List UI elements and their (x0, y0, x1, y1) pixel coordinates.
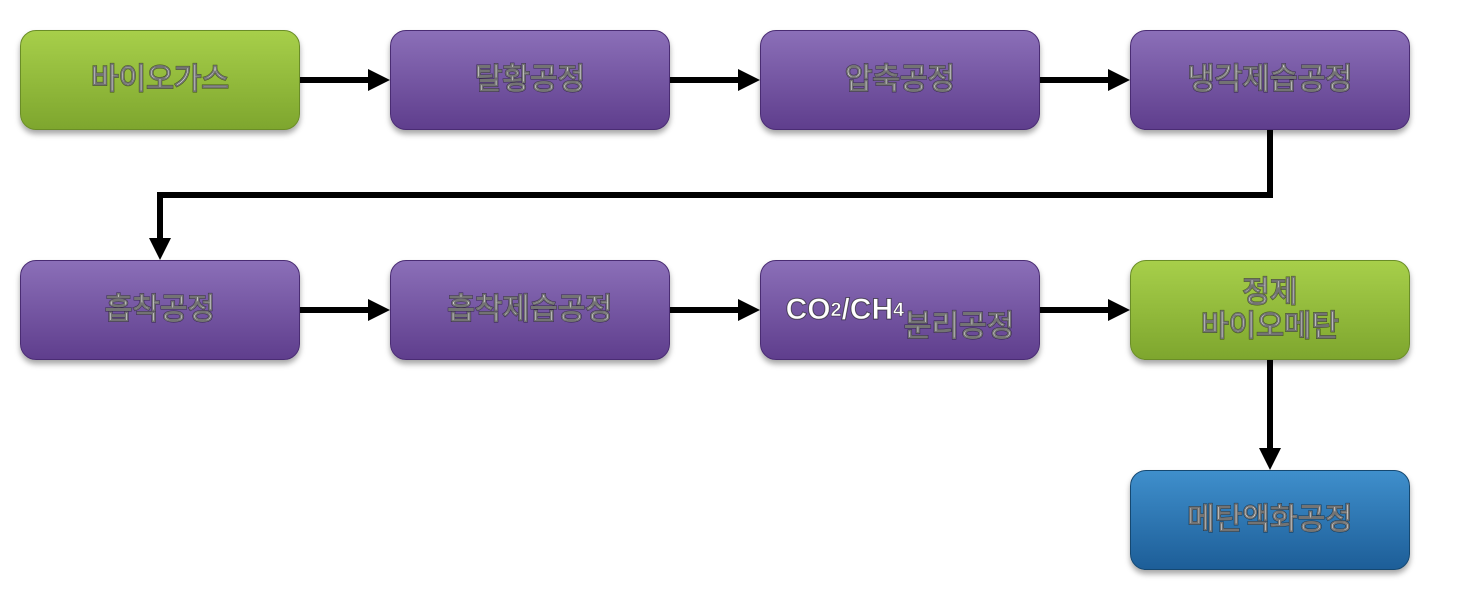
node-adsorb: 흡착공정 (20, 260, 300, 360)
node-liquefy: 메탄액화공정 (1130, 470, 1410, 570)
node-separation: CO2/CH4분리공정 (760, 260, 1040, 360)
arrow-compress-to-cooldry (1040, 64, 1130, 96)
arrow-biogas-to-desulf (300, 64, 390, 96)
arrow-biomethane-to-liquefy (1254, 360, 1286, 470)
flowchart-canvas: 바이오가스 탈황공정 압축공정 냉각제습공정흡착공정 흡착제습공정 CO2/CH4분리공정… (0, 0, 1482, 597)
arrow-adsorbdry-to-separation (670, 294, 760, 326)
arrow-cooldry-to-adsorb (138, 130, 1292, 260)
node-desulf: 탈황공정 (390, 30, 670, 130)
arrow-desulf-to-compress (670, 64, 760, 96)
node-cooldry: 냉각제습공정 (1130, 30, 1410, 130)
node-biogas: 바이오가스 (20, 30, 300, 130)
arrow-adsorb-to-adsorbdry (300, 294, 390, 326)
node-compress: 압축공정 (760, 30, 1040, 130)
node-biomethane: 정제바이오메탄 (1130, 260, 1410, 360)
arrow-separation-to-biomethane (1040, 294, 1130, 326)
node-adsorbdry: 흡착제습공정 (390, 260, 670, 360)
